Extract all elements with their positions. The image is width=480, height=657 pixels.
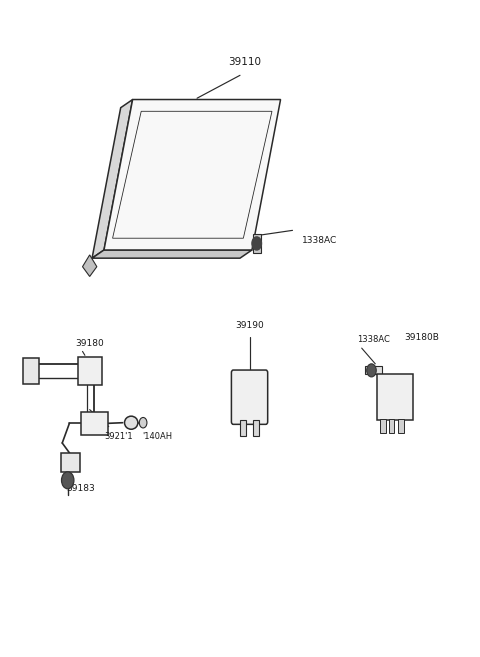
FancyBboxPatch shape	[389, 419, 395, 433]
Text: '140AH: '140AH	[142, 432, 172, 441]
Text: 1338AC: 1338AC	[302, 236, 337, 244]
Circle shape	[367, 364, 376, 377]
Polygon shape	[92, 250, 252, 258]
Ellipse shape	[124, 416, 138, 429]
Polygon shape	[104, 99, 281, 250]
FancyBboxPatch shape	[253, 420, 259, 436]
FancyBboxPatch shape	[61, 453, 80, 472]
Polygon shape	[365, 367, 382, 374]
Polygon shape	[83, 255, 97, 277]
Circle shape	[252, 237, 262, 250]
Text: 39180B: 39180B	[405, 333, 440, 342]
Text: 39180: 39180	[75, 339, 104, 348]
FancyBboxPatch shape	[398, 419, 404, 433]
Polygon shape	[253, 234, 261, 253]
Circle shape	[61, 472, 74, 489]
FancyBboxPatch shape	[240, 420, 246, 436]
Circle shape	[139, 417, 147, 428]
Text: 3921'1: 3921'1	[104, 432, 132, 441]
Text: 39183: 39183	[66, 484, 95, 493]
Text: 39190: 39190	[235, 321, 264, 330]
Text: 39110: 39110	[228, 57, 261, 67]
Polygon shape	[92, 99, 132, 258]
FancyBboxPatch shape	[231, 370, 268, 424]
FancyBboxPatch shape	[78, 357, 102, 385]
FancyBboxPatch shape	[380, 419, 386, 433]
Text: 1338AC: 1338AC	[357, 335, 390, 344]
FancyBboxPatch shape	[377, 374, 413, 420]
FancyBboxPatch shape	[24, 358, 38, 384]
FancyBboxPatch shape	[81, 411, 108, 435]
